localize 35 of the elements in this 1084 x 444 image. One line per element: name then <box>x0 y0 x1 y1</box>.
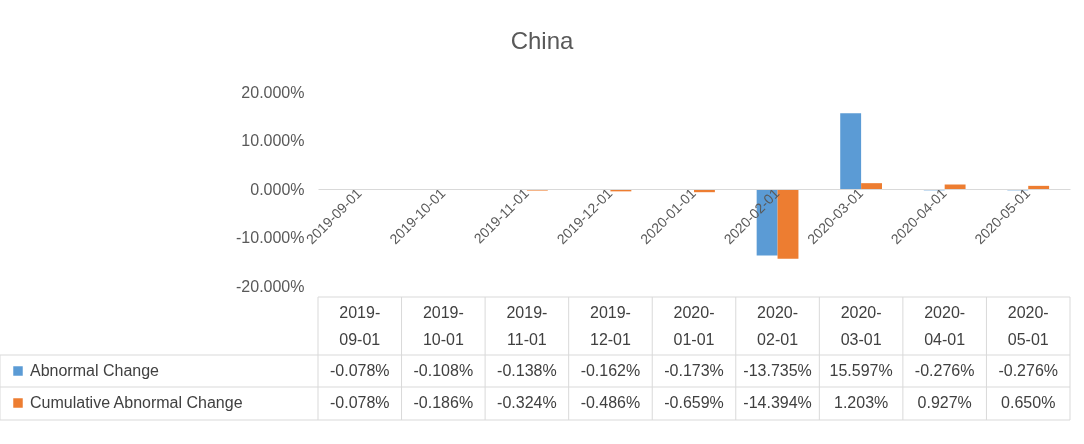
x-tick-label: 2020-03-01 <box>840 304 882 348</box>
data-label: -0.173% <box>664 362 724 379</box>
data-label: 0.927% <box>917 394 972 411</box>
data-label: -0.276% <box>914 362 975 379</box>
data-label: 15.597% <box>829 362 893 379</box>
x-tick-label: 2019-11-01 <box>506 304 548 348</box>
data-label: -0.486% <box>580 394 641 411</box>
y-tick-label: 10.000% <box>241 132 305 149</box>
x-tick-label: 2020-02-01 <box>757 304 799 348</box>
data-label: -0.138% <box>497 362 557 379</box>
data-label: -0.078% <box>329 362 390 379</box>
x-tick-label: 2019-12-01 <box>589 304 632 348</box>
x-tick-label: 2020-04-01 <box>924 304 966 348</box>
data-label: 0.650% <box>1001 394 1056 411</box>
x-tick-label: 2020-01-01 <box>673 304 715 348</box>
data-label: -13.735% <box>743 362 812 379</box>
data-label: -0.162% <box>580 362 641 379</box>
data-label: 1.203% <box>833 394 889 411</box>
data-label: -0.659% <box>664 394 724 411</box>
data-label: -14.394% <box>743 394 812 411</box>
y-tick-label: -20.000% <box>236 277 305 295</box>
chart-title: China <box>510 27 574 54</box>
y-tick-label: 0.000% <box>250 180 305 198</box>
data-label: -0.186% <box>413 394 474 411</box>
x-tick-label: 2020-05-01 <box>1007 304 1049 348</box>
y-tick-label: -10.000% <box>236 229 305 246</box>
x-tick-label: 2019-09-01 <box>339 304 381 348</box>
data-label: -0.276% <box>998 362 1059 379</box>
data-label: -0.324% <box>497 394 557 411</box>
legend-label: Abnormal Change <box>30 362 160 379</box>
data-label: -0.078% <box>329 394 390 411</box>
data-label: -0.108% <box>413 362 474 379</box>
y-tick-label: 20.000% <box>241 83 305 101</box>
x-tick-label: 2019-10-01 <box>422 304 464 348</box>
legend-label: Cumulative Abnormal Change <box>30 394 243 411</box>
